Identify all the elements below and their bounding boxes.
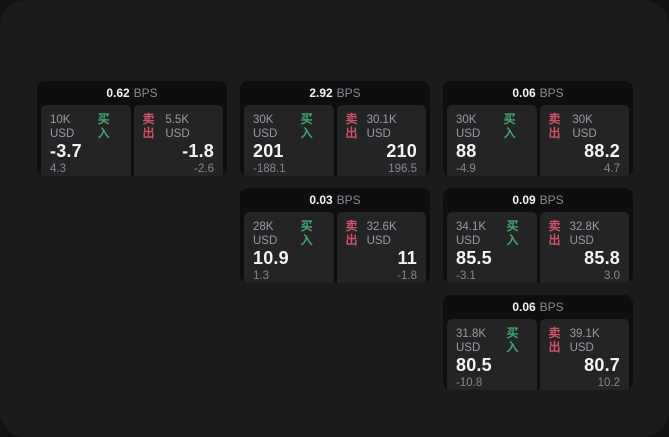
buy-price: 88 [456, 141, 477, 161]
bps-unit-label: BPS [336, 193, 361, 207]
spread-value: 0.06 [512, 86, 536, 100]
buy-price: 80.5 [456, 355, 492, 375]
spread-value: 0.09 [512, 193, 536, 207]
buy-label: 买入 [506, 219, 519, 247]
sell-delta: 196.5 [388, 163, 417, 175]
buy-amount: 10K USD [50, 114, 75, 140]
spread-header: 0.03 BPS [240, 188, 430, 212]
sell-delta: 3.0 [604, 270, 620, 282]
buy-panel[interactable]: 31.8K USD 买入 80.5 -10.8 [447, 319, 537, 390]
sell-amount: 5.5K USD [165, 114, 190, 140]
buy-panel[interactable]: 30K USD 买入 201 -188.1 [244, 105, 334, 176]
spread-value: 0.06 [512, 300, 536, 314]
spread-value: 2.92 [309, 86, 333, 100]
buy-amount: 28K USD [253, 221, 278, 247]
quote-panels: 28K USD 买入 10.9 1.3 卖出 32.6K USD 11 -1.8 [240, 212, 430, 283]
buy-price: -3.7 [50, 141, 82, 161]
spread-header: 2.92 BPS [240, 81, 430, 105]
buy-panel[interactable]: 10K USD 买入 -3.7 4.3 [41, 105, 131, 176]
sell-price: 210 [386, 141, 417, 161]
bps-unit-label: BPS [336, 86, 361, 100]
sell-label: 卖出 [345, 112, 358, 140]
spread-value: 0.62 [106, 86, 130, 100]
sell-label: 卖出 [142, 112, 155, 140]
bps-unit-label: BPS [539, 193, 564, 207]
quote-panels: 34.1K USD 买入 85.5 -3.1 卖出 32.8K USD 85.8… [443, 212, 633, 283]
spread-header: 0.06 BPS [443, 81, 633, 105]
sell-amount: 39.1K USD [569, 328, 600, 354]
buy-label: 买入 [506, 326, 519, 354]
sell-panel[interactable]: 卖出 32.8K USD 85.8 3.0 [539, 212, 629, 283]
sell-price: -1.8 [182, 141, 214, 161]
bps-unit-label: BPS [133, 86, 158, 100]
sell-label: 卖出 [548, 219, 561, 247]
buy-panel[interactable]: 34.1K USD 买入 85.5 -3.1 [447, 212, 537, 283]
sell-price: 88.2 [584, 141, 620, 161]
buy-delta: -3.1 [456, 270, 476, 282]
sell-panel[interactable]: 卖出 39.1K USD 80.7 10.2 [539, 319, 629, 390]
sell-label: 卖出 [548, 112, 561, 140]
sell-panel[interactable]: 卖出 30.1K USD 210 196.5 [336, 105, 426, 176]
buy-label: 买入 [97, 112, 110, 140]
sell-panel[interactable]: 卖出 32.6K USD 11 -1.8 [336, 212, 426, 283]
buy-price: 10.9 [253, 248, 289, 268]
buy-panel[interactable]: 30K USD 买入 88 -4.9 [447, 105, 537, 176]
sell-amount: 32.6K USD [366, 221, 397, 247]
sell-delta: 10.2 [597, 377, 620, 389]
quote-card: 2.92 BPS 30K USD 买入 201 -188.1 卖出 30.1K … [240, 81, 430, 176]
buy-amount: 30K USD [253, 114, 278, 140]
sell-label: 卖出 [548, 326, 561, 354]
sell-price: 80.7 [584, 355, 620, 375]
buy-amount: 34.1K USD [456, 221, 487, 247]
sell-amount: 30K USD [572, 114, 597, 140]
sell-delta: -1.8 [397, 270, 417, 282]
quote-panels: 10K USD 买入 -3.7 4.3 卖出 5.5K USD -1.8 -2.… [37, 105, 227, 176]
buy-price: 85.5 [456, 248, 492, 268]
spread-header: 0.06 BPS [443, 295, 633, 319]
spread-header: 0.09 BPS [443, 188, 633, 212]
quote-panels: 31.8K USD 买入 80.5 -10.8 卖出 39.1K USD 80.… [443, 319, 633, 390]
quote-panels: 30K USD 买入 201 -188.1 卖出 30.1K USD 210 1… [240, 105, 430, 176]
quote-card: 0.03 BPS 28K USD 买入 10.9 1.3 卖出 32.6K US… [240, 188, 430, 283]
quote-card: 0.06 BPS 31.8K USD 买入 80.5 -10.8 卖出 39.1… [443, 295, 633, 390]
sell-delta: -2.6 [194, 163, 214, 175]
buy-delta: 1.3 [253, 270, 269, 282]
buy-price: 201 [253, 141, 284, 161]
sell-delta: 4.7 [604, 163, 620, 175]
bps-unit-label: BPS [539, 86, 564, 100]
sell-panel[interactable]: 卖出 5.5K USD -1.8 -2.6 [133, 105, 223, 176]
buy-label: 买入 [300, 219, 313, 247]
sell-price: 11 [397, 248, 417, 268]
sell-amount: 30.1K USD [366, 114, 397, 140]
buy-amount: 31.8K USD [456, 328, 487, 354]
sell-price: 85.8 [584, 248, 620, 268]
quote-card: 0.09 BPS 34.1K USD 买入 85.5 -3.1 卖出 32.8K… [443, 188, 633, 283]
buy-delta: -10.8 [456, 377, 483, 389]
spread-value: 0.03 [309, 193, 333, 207]
quote-panels: 30K USD 买入 88 -4.9 卖出 30K USD 88.2 4.7 [443, 105, 633, 176]
quote-card: 0.62 BPS 10K USD 买入 -3.7 4.3 卖出 5.5K USD… [37, 81, 227, 176]
quote-card-grid: 0.62 BPS 10K USD 买入 -3.7 4.3 卖出 5.5K USD… [37, 81, 633, 390]
sell-panel[interactable]: 卖出 30K USD 88.2 4.7 [539, 105, 629, 176]
buy-amount: 30K USD [456, 114, 481, 140]
sell-label: 卖出 [345, 219, 358, 247]
buy-panel[interactable]: 28K USD 买入 10.9 1.3 [244, 212, 334, 283]
spread-header: 0.62 BPS [37, 81, 227, 105]
buy-delta: -188.1 [253, 163, 286, 175]
buy-delta: 4.3 [50, 163, 66, 175]
buy-label: 买入 [300, 112, 313, 140]
buy-label: 买入 [503, 112, 516, 140]
bps-unit-label: BPS [539, 300, 564, 314]
buy-delta: -4.9 [456, 163, 476, 175]
sell-amount: 32.8K USD [569, 221, 600, 247]
quote-card: 0.06 BPS 30K USD 买入 88 -4.9 卖出 30K USD 8… [443, 81, 633, 176]
